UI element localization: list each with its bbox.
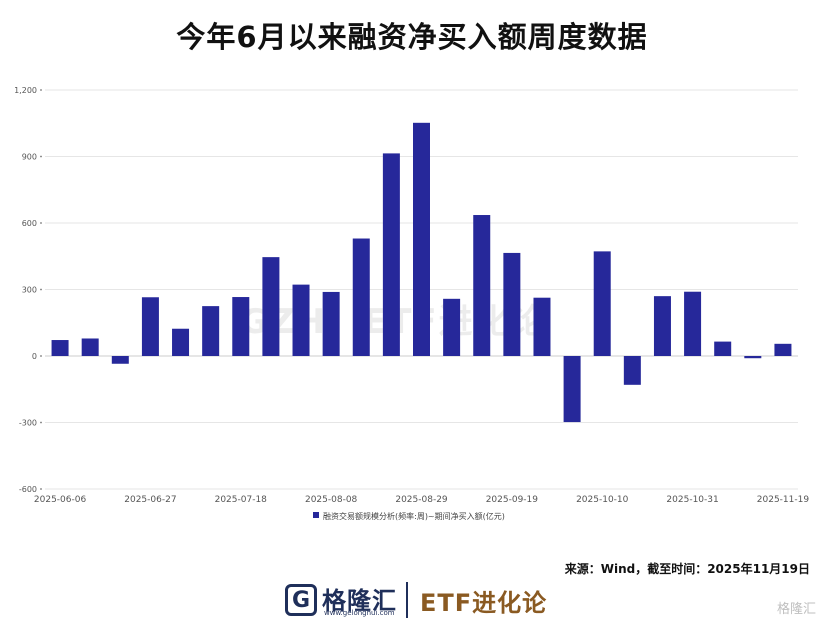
bar — [684, 291, 702, 356]
bar — [744, 356, 762, 359]
bar — [172, 328, 190, 356]
y-tick-label: 900 — [22, 153, 37, 162]
bar — [352, 238, 370, 356]
bar — [623, 356, 641, 385]
gelonghui-logo-icon: G — [285, 584, 317, 616]
x-tick-label: 2025-09-19 — [486, 495, 539, 505]
bar — [141, 297, 159, 356]
bar — [382, 153, 400, 356]
x-tick-label: 2025-11-19 — [757, 495, 810, 505]
bar — [473, 215, 491, 356]
bar — [503, 252, 521, 356]
source-note: 来源：Wind，截至时间：2025年11月19日 — [564, 562, 810, 576]
bar — [51, 340, 69, 356]
bar — [563, 356, 581, 423]
x-tick-labels: 2025-06-06 2025-06-27 2025-07-18 2025-08-08… — [34, 495, 809, 505]
bar — [653, 296, 671, 356]
chart-title: 今年6月以来融资净买入额周度数据 — [176, 20, 648, 54]
bar — [81, 338, 99, 356]
y-tick-dot — [40, 288, 42, 291]
bar — [413, 122, 430, 356]
x-tick-label: 2025-06-27 — [124, 495, 176, 505]
corner-watermark: 格隆汇 — [776, 602, 816, 617]
brand-url: www.gelonghui.com — [324, 609, 395, 617]
y-tick-label: 300 — [22, 286, 37, 295]
x-tick-label: 2025-10-31 — [666, 495, 718, 505]
x-tick-label: 2025-08-08 — [305, 495, 358, 505]
x-tick-label: 2025-07-18 — [215, 495, 268, 505]
legend-label: 融资交易额规模分析(频率:周)~期间净买入额(亿元) — [323, 511, 505, 521]
y-tick-dot — [40, 421, 42, 424]
bar — [292, 284, 310, 356]
bar — [232, 297, 250, 356]
legend: 融资交易额规模分析(频率:周)~期间净买入额(亿元) — [313, 511, 505, 521]
logo-letter: G — [292, 588, 311, 613]
y-tick-dot — [40, 355, 42, 357]
etf-brand: ETF进化论 — [420, 589, 548, 617]
bar — [262, 257, 280, 356]
y-tick-dot — [40, 89, 42, 91]
y-tick-label: -600 — [19, 485, 37, 494]
brand-name: 格隆汇 — [322, 587, 397, 615]
bar — [774, 343, 792, 356]
x-tick-label: 2025-06-06 — [34, 495, 87, 505]
y-tick-labels: 1,200 900 600 300 0 -300 -600 — [14, 86, 42, 494]
legend-swatch — [313, 512, 319, 518]
bar — [322, 291, 340, 356]
y-tick-label: 600 — [22, 219, 37, 228]
bar — [443, 298, 461, 356]
y-tick-dot — [40, 155, 42, 158]
y-tick-label: -300 — [19, 419, 37, 428]
bar — [714, 341, 732, 356]
bar — [533, 297, 551, 356]
bar — [111, 356, 129, 364]
y-tick-dot — [40, 488, 42, 490]
y-tick-dot — [40, 222, 42, 224]
footer: G 格隆汇 www.gelonghui.com ETF进化论 格隆汇 — [0, 578, 824, 624]
bars — [51, 122, 792, 423]
x-tick-label: 2025-08-29 — [395, 495, 448, 505]
bar — [202, 306, 220, 356]
bar — [593, 251, 611, 356]
x-tick-label: 2025-10-10 — [576, 495, 629, 505]
y-tick-label: 0 — [32, 352, 37, 361]
footer-divider — [406, 582, 408, 618]
y-tick-label: 1,200 — [14, 86, 37, 95]
